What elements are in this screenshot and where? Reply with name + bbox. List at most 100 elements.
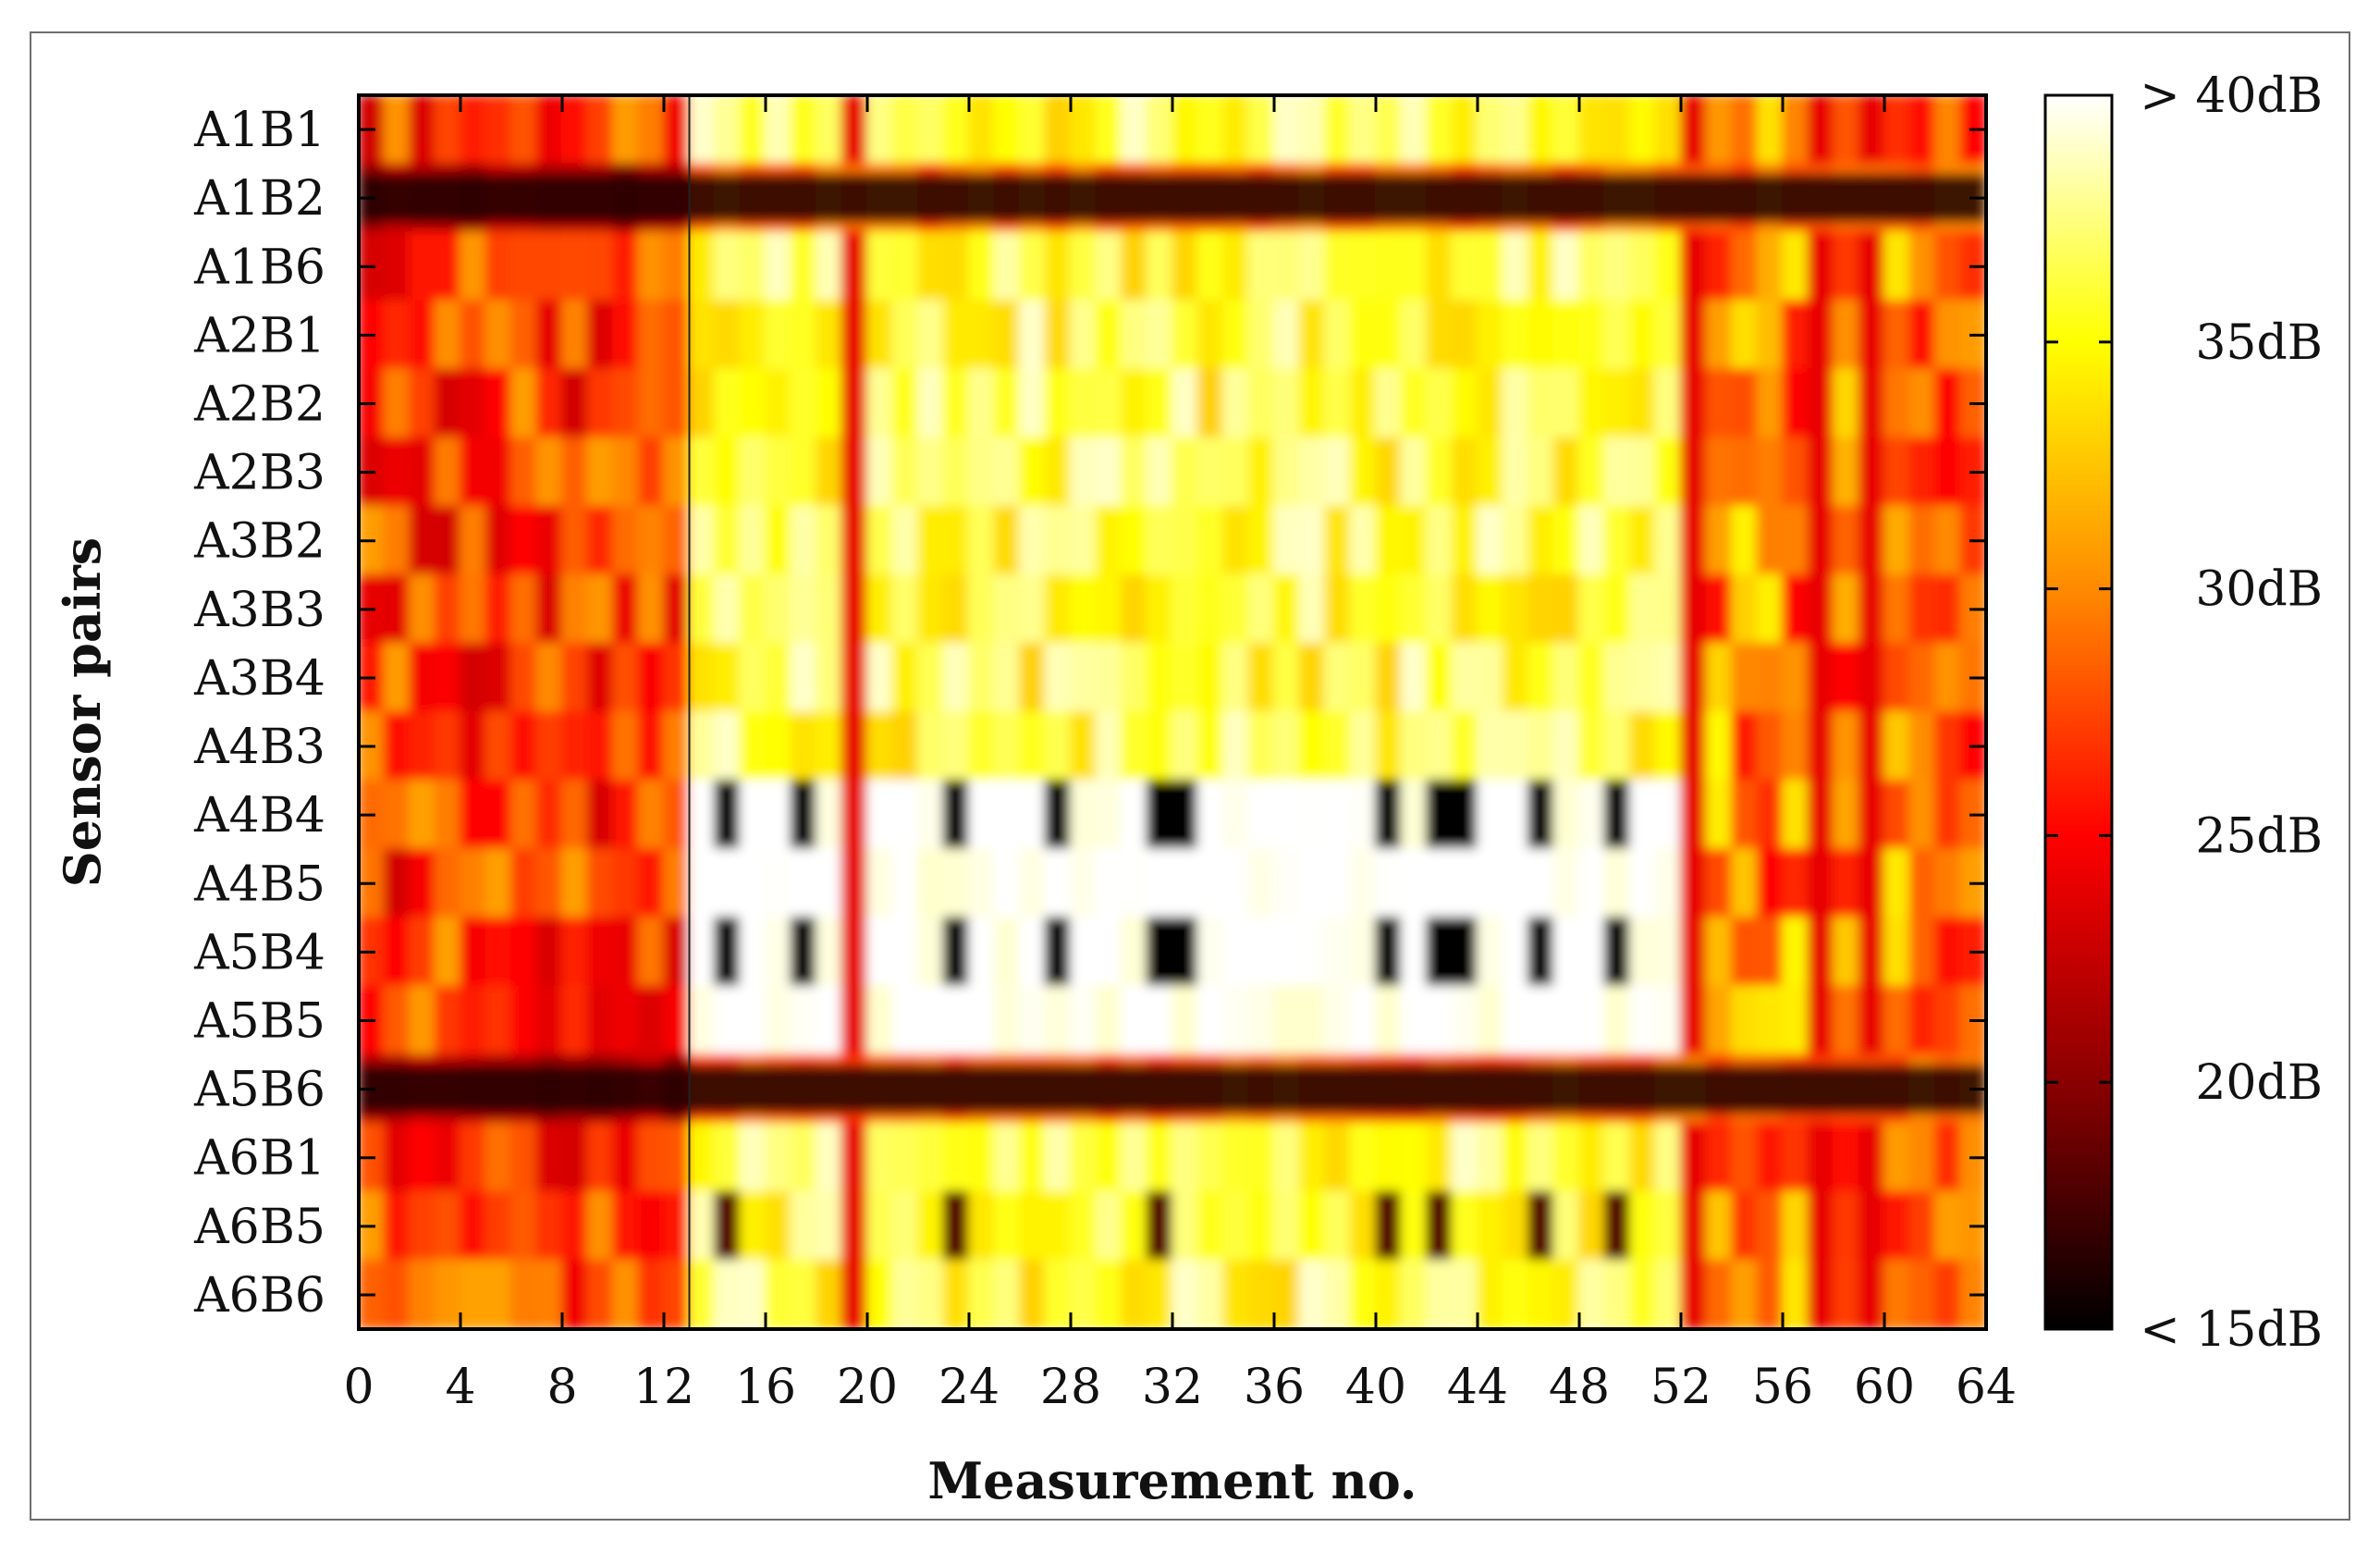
heatmap-cell <box>891 368 919 439</box>
heatmap-cell <box>586 573 614 645</box>
heatmap-cell <box>1349 95 1377 166</box>
heatmap-cell <box>1629 711 1657 782</box>
heatmap-cell <box>1833 1259 1860 1329</box>
heatmap-cell <box>1222 985 1250 1056</box>
heatmap-cell <box>409 642 436 713</box>
heatmap-cell <box>1883 780 1911 851</box>
heatmap-cell <box>663 642 691 713</box>
heatmap-cell <box>1222 368 1250 439</box>
heatmap-cell <box>1883 1190 1911 1262</box>
heatmap-cell <box>1070 780 1098 851</box>
heatmap-cell <box>1934 917 1962 988</box>
heatmap-cell <box>714 1259 742 1329</box>
heatmap-cell <box>1298 1122 1326 1193</box>
heatmap-cell <box>1603 368 1631 439</box>
heatmap-cell <box>460 95 487 166</box>
heatmap-cell <box>1426 437 1454 508</box>
heatmap-cell <box>1273 985 1301 1056</box>
heatmap-cell <box>1807 711 1834 782</box>
heatmap-cell <box>1833 1190 1860 1262</box>
heatmap-cell <box>663 848 691 919</box>
heatmap-cell <box>535 95 563 166</box>
heatmap-cell <box>942 642 970 713</box>
heatmap-cell <box>1477 573 1504 645</box>
heatmap-cell <box>409 711 436 782</box>
heatmap-cell <box>1222 1190 1250 1262</box>
heatmap-cell <box>1451 848 1478 919</box>
heatmap-cell <box>1172 437 1199 508</box>
heatmap-cell <box>1883 848 1911 919</box>
heatmap-cell <box>637 848 665 919</box>
heatmap-cell <box>968 95 996 166</box>
heatmap-cell <box>1782 1190 1810 1262</box>
x-axis: 0 4 8 12 16 20 24 28 32 36 40 44 48 52 56 60 64 <box>343 95 2017 1415</box>
heatmap-cell <box>1858 1122 1885 1193</box>
heatmap-cell <box>1680 573 1708 645</box>
heatmap-cell <box>1680 642 1708 713</box>
heatmap-cell <box>1782 505 1810 576</box>
heatmap-cell <box>1400 231 1428 302</box>
heatmap-cell <box>409 1122 436 1193</box>
heatmap-cell <box>1400 917 1428 988</box>
heatmap-cell <box>586 437 614 508</box>
heatmap-cell <box>765 95 792 166</box>
heatmap-cell <box>1629 780 1657 851</box>
x-tick-label: 40 <box>1345 1360 1406 1415</box>
y-tick-label: A2B3 <box>193 446 325 501</box>
heatmap-cell <box>510 300 538 371</box>
heatmap-cell <box>1019 1259 1047 1329</box>
heatmap-cell <box>1451 95 1478 166</box>
heatmap-cell <box>1578 711 1606 782</box>
heatmap-cell <box>765 437 792 508</box>
heatmap-cell <box>1095 505 1123 576</box>
heatmap-cell <box>765 1259 792 1329</box>
x-tick-label: 12 <box>633 1360 694 1415</box>
heatmap-cell <box>1908 437 1936 508</box>
heatmap-cell <box>1196 1190 1224 1262</box>
heatmap-cell <box>1756 642 1784 713</box>
y-tick-label: A2B2 <box>193 377 325 433</box>
heatmap-cell <box>1172 1259 1199 1329</box>
heatmap-cell <box>1121 848 1148 919</box>
heatmap-cell <box>383 368 411 439</box>
heatmap-cell <box>1095 985 1123 1056</box>
heatmap-cell <box>993 848 1021 919</box>
heatmap-cell <box>866 1122 894 1193</box>
heatmap-cell <box>1044 300 1072 371</box>
heatmap-cell <box>409 917 436 988</box>
heatmap-cell <box>663 780 691 851</box>
heatmap-cell <box>409 573 436 645</box>
heatmap-cell <box>1298 848 1326 919</box>
heatmap-cell <box>1222 231 1250 302</box>
heatmap-cell <box>1782 848 1810 919</box>
heatmap-cell <box>1324 231 1352 302</box>
heatmap-cell <box>816 711 843 782</box>
heatmap-cell <box>663 300 691 371</box>
heatmap-cell <box>612 1259 640 1329</box>
heatmap-cell <box>1603 1190 1631 1262</box>
heatmap-cell <box>1807 505 1834 576</box>
heatmap-cell <box>1400 1122 1428 1193</box>
heatmap-cell <box>1477 917 1504 988</box>
heatmap-cell <box>663 437 691 508</box>
heatmap-cell <box>383 917 411 988</box>
heatmap-cell <box>612 231 640 302</box>
heatmap-cell <box>1070 985 1098 1056</box>
heatmap-cell <box>1172 985 1199 1056</box>
heatmap-cell <box>688 917 716 988</box>
heatmap-cell <box>485 1259 512 1329</box>
heatmap-cell <box>765 231 792 302</box>
heatmap-cell <box>688 95 716 166</box>
heatmap-cell <box>1070 505 1098 576</box>
heatmap-cell <box>917 848 945 919</box>
heatmap-cell <box>816 985 843 1056</box>
heatmap-cell <box>1451 985 1478 1056</box>
heatmap-cell <box>866 300 894 371</box>
heatmap-cell <box>561 231 589 302</box>
colorbar-tick-label: 20dB <box>2195 1055 2323 1111</box>
heatmap-cell <box>535 1190 563 1262</box>
heatmap-cell <box>1375 1122 1403 1193</box>
heatmap-cell <box>1426 368 1454 439</box>
heatmap-cell <box>409 95 436 166</box>
heatmap-cell <box>586 1190 614 1262</box>
